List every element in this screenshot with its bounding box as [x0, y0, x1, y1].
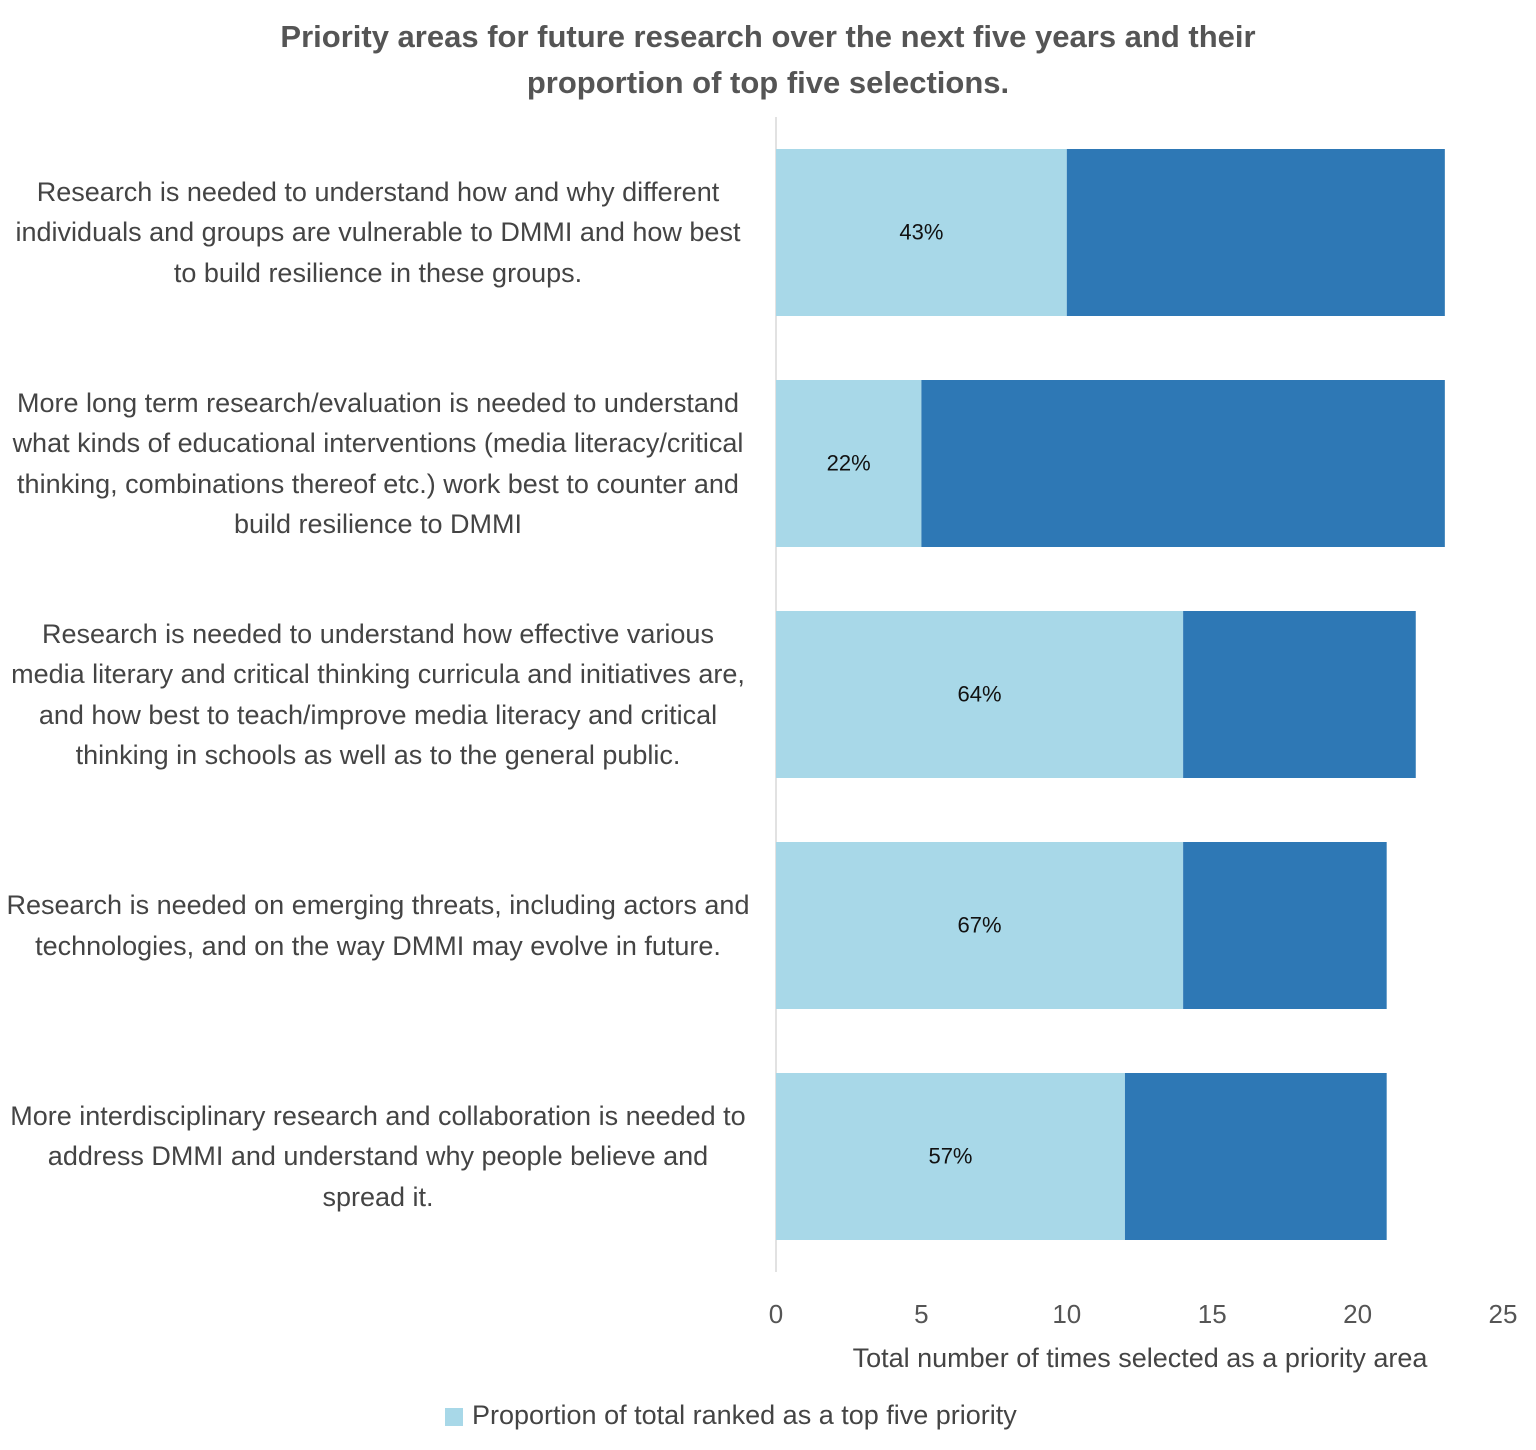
data-label: 64%	[958, 681, 1002, 706]
y-tick-label: Research is needed on emerging threats, …	[6, 890, 750, 961]
x-tick-label: 25	[1489, 1299, 1518, 1329]
bar-segment	[776, 380, 922, 547]
bar-segment	[776, 842, 1184, 1009]
x-tick-label: 15	[1198, 1299, 1227, 1329]
y-tick-label: Research is needed to understand how eff…	[11, 618, 745, 771]
legend-label: Proportion of total ranked as a top five…	[472, 1400, 1017, 1430]
x-axis-label: Total number of times selected as a prio…	[853, 1343, 1429, 1373]
bar-segment	[776, 1073, 1125, 1240]
x-tick-label: 5	[914, 1299, 928, 1329]
x-tick-label: 20	[1343, 1299, 1372, 1329]
data-label: 67%	[958, 912, 1002, 937]
data-label: 43%	[899, 219, 943, 244]
bar-segment	[921, 380, 1445, 547]
x-tick-label: 0	[769, 1299, 783, 1329]
legend-swatch	[445, 1408, 463, 1426]
x-tick-label: 10	[1052, 1299, 1081, 1329]
bar-segment	[1183, 611, 1416, 778]
bar-segment	[1183, 842, 1387, 1009]
data-label: 22%	[827, 450, 871, 475]
bar-segment	[776, 149, 1067, 316]
bar-segment	[776, 611, 1184, 778]
bar-segment	[1066, 149, 1445, 316]
data-label: 57%	[928, 1143, 972, 1168]
chart-title: Priority areas for future research over …	[280, 19, 1256, 100]
y-tick-label: More interdisciplinary research and coll…	[10, 1100, 746, 1212]
bar-segment	[1124, 1073, 1387, 1240]
y-tick-label: More long term research/evaluation is ne…	[12, 387, 744, 540]
y-tick-label: Research is needed to understand how and…	[15, 176, 741, 288]
